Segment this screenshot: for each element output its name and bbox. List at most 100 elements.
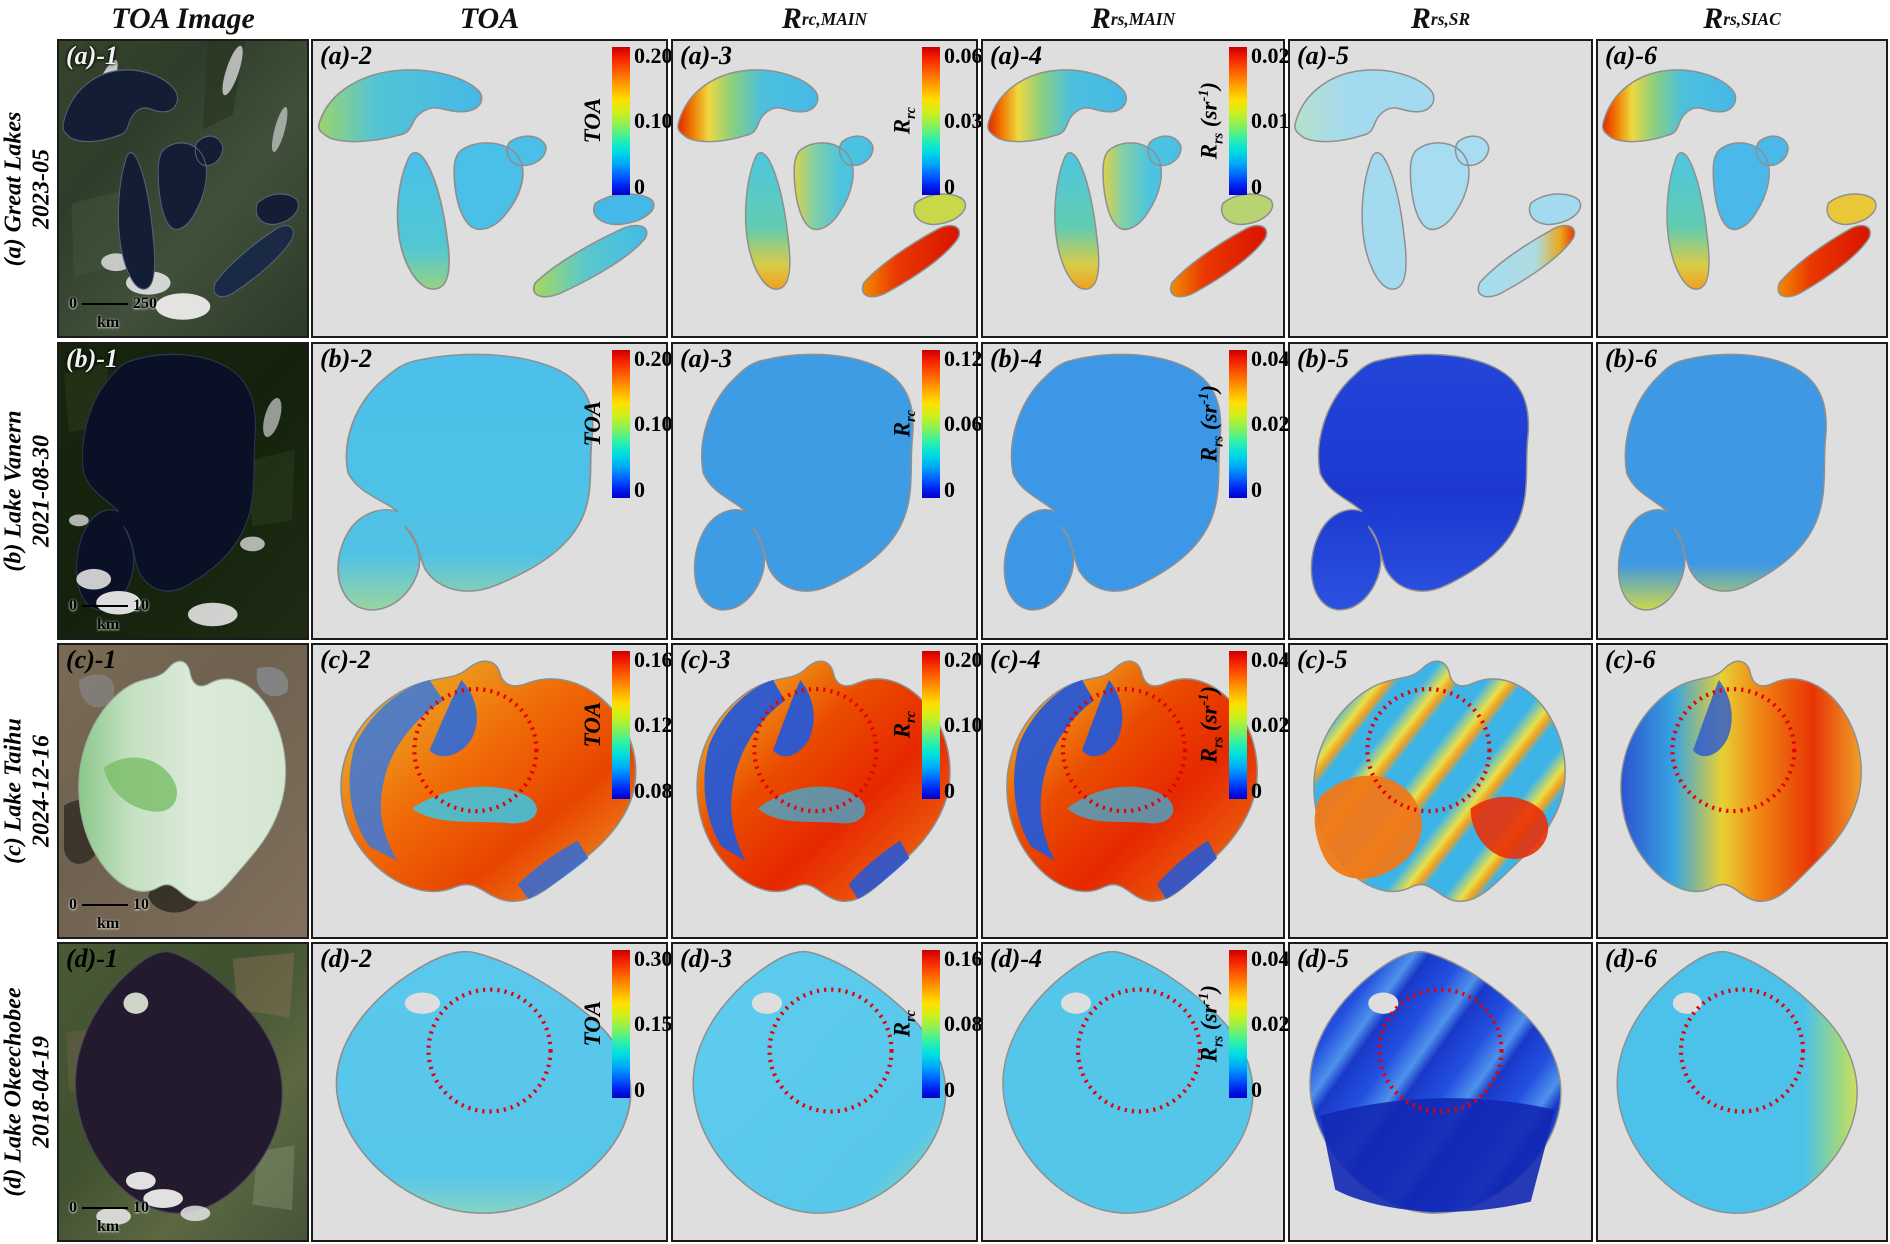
- colorbar-tick-min: 0: [1251, 477, 1262, 502]
- panel-label: (d)-5: [1297, 944, 1349, 973]
- panel-label: (a)-5: [1297, 41, 1349, 70]
- panel-c5-rrs-sr: (c)-5: [1288, 643, 1593, 939]
- panel-label: (c)-5: [1297, 645, 1348, 674]
- panel-b1-toa-image: (b)-1 0 10 km: [57, 342, 309, 640]
- panel-d1-toa-image: (d)-1 0 10 km: [57, 942, 309, 1242]
- colorbar-tick-min: 0: [634, 1077, 645, 1102]
- colorbar-axis-label: Rrs (sr-1): [1196, 385, 1227, 463]
- panel-b4-rrs-main: (b)-4 Rrs (sr-1) 0.04 0.02 0: [981, 342, 1290, 640]
- panel-a3-rrc-main: (a)-3 Rrc 0.06 0.03 0: [671, 39, 983, 338]
- panel-label: (d)-3: [680, 944, 732, 973]
- colorbar-tick-min: 0: [944, 174, 955, 199]
- colorbar: Rrc 0.06 0.03 0: [890, 45, 982, 198]
- panel-label: (b)-2: [320, 344, 372, 373]
- panel-c6-rrs-siac: (c)-6: [1596, 643, 1888, 939]
- colorbar: Rrs (sr-1) 0.04 0.02 0: [1196, 348, 1289, 501]
- panel-a1-toa-image: (a)-1 0 250 km: [57, 39, 309, 338]
- panel-label: (b)-5: [1297, 344, 1349, 373]
- colorbar-tick-mid: 0.08: [944, 1011, 983, 1036]
- colorbar: Rrc 0.12 0.06 0: [890, 348, 982, 501]
- panel-label: (c)-1: [66, 645, 117, 674]
- panel-label: (d)-4: [990, 944, 1042, 973]
- row-label-lake-taihu: (c) Lake Taihu 2024-12-16: [0, 718, 55, 864]
- panel-b5-rrs-sr: (b)-5: [1288, 342, 1593, 640]
- panel-label: (b)-1: [66, 344, 118, 373]
- satellite-image-great-lakes: [59, 41, 307, 336]
- colorbar-tick-mid: 0.03: [944, 108, 983, 133]
- colorbar-axis-label: Rrc: [890, 410, 920, 438]
- colorbar-tick-min: 0: [1251, 174, 1262, 199]
- colorbar-axis-label: Rrs (sr-1): [1196, 686, 1227, 764]
- panel-label: (c)-2: [320, 645, 371, 674]
- colorbar-axis-label: TOA: [580, 702, 606, 748]
- colorbar: Rrs (sr-1) 0.04 0.02 0: [1196, 649, 1289, 802]
- colorbar-axis-label: TOA: [580, 98, 606, 144]
- colorbar-tick-min: 0: [634, 174, 645, 199]
- lake-map-great-lakes: [1601, 68, 1878, 299]
- panel-c2-toa: (c)-2 TOA 0.16 0.12 0.08: [311, 643, 673, 939]
- colorbar-tick-mid: 0.02: [1251, 411, 1290, 436]
- colorbar-axis-label: Rrc: [890, 711, 920, 739]
- colorbar-tick-max: 0.20: [634, 43, 673, 68]
- lake-map-taihu: [1619, 659, 1863, 903]
- colorbar-gradient: [612, 950, 630, 1098]
- panel-label: (b)-6: [1605, 344, 1657, 373]
- panel-c3-rrc-main: (c)-3 Rrc 0.20 0.10 0: [671, 643, 983, 939]
- colorbar-tick-max: 0.04: [1251, 647, 1290, 672]
- colorbar-tick-mid: 0.12: [634, 712, 673, 737]
- colorbar-gradient: [1229, 47, 1247, 195]
- colorbar-gradient: [922, 350, 940, 498]
- colorbar-tick-mid: 0.10: [634, 411, 673, 436]
- colorbar: Rrc 0.16 0.08 0: [890, 948, 982, 1101]
- colorbar-gradient: [1229, 950, 1247, 1098]
- colorbar: TOA 0.16 0.12 0.08: [580, 649, 672, 802]
- colorbar-gradient: [1229, 651, 1247, 799]
- colorbar-tick-max: 0.12: [944, 346, 983, 371]
- colorbar-axis-label: TOA: [580, 1001, 606, 1047]
- row-label-lake-okeechobee: (d) Lake Okeechobee 2018-04-19: [0, 987, 55, 1197]
- colorbar-tick-max: 0.30: [634, 946, 673, 971]
- panel-c1-toa-image: (c)-1 0 10 km: [57, 643, 309, 939]
- colorbar-gradient: [612, 350, 630, 498]
- colorbar-tick-min: 0: [944, 778, 955, 803]
- satellite-image-lake-okeechobee: [59, 944, 307, 1240]
- colorbar-tick-max: 0.02: [1251, 43, 1290, 68]
- colorbar-axis-label: TOA: [580, 401, 606, 447]
- panel-a4-rrs-main: (a)-4 Rrs (sr-1) 0.02 0.01 0: [981, 39, 1290, 338]
- scale-bar: 0 10 km: [69, 1199, 149, 1235]
- colorbar-tick-mid: 0.10: [634, 108, 673, 133]
- panel-b3-rrc-main: (a)-3 Rrc 0.12 0.06 0: [671, 342, 983, 640]
- colorbar-gradient: [612, 47, 630, 195]
- panel-label: (c)-4: [990, 645, 1041, 674]
- panel-d6-rrs-siac: (d)-6: [1596, 942, 1888, 1242]
- scale-bar: 0 10 km: [69, 896, 149, 932]
- panel-d3-rrc-main: (d)-3 Rrc 0.16 0.08 0: [671, 942, 983, 1242]
- panel-label: (c)-3: [680, 645, 731, 674]
- panel-d5-rrs-sr: (d)-5: [1288, 942, 1593, 1242]
- colorbar-tick-max: 0.06: [944, 43, 983, 68]
- panel-label: (a)-4: [990, 41, 1042, 70]
- colorbar-gradient: [612, 651, 630, 799]
- panel-b6-rrs-siac: (b)-6: [1596, 342, 1888, 640]
- lake-map-great-lakes: [1293, 68, 1583, 299]
- colorbar-axis-label: Rrc: [890, 1010, 920, 1038]
- panel-label: (c)-6: [1605, 645, 1656, 674]
- panel-d4-rrs-main: (d)-4 Rrs (sr-1) 0.04 0.02 0: [981, 942, 1290, 1242]
- panel-label: (b)-4: [990, 344, 1042, 373]
- row-label-great-lakes: (a) Great Lakes 2023-05: [0, 111, 55, 266]
- panel-label: (a)-2: [320, 41, 372, 70]
- colorbar: TOA 0.30 0.15 0: [580, 948, 672, 1101]
- panel-label: (d)-1: [66, 944, 118, 973]
- panel-label: (a)-6: [1605, 41, 1657, 70]
- colorbar-tick-max: 0.16: [944, 946, 983, 971]
- panel-label: (a)-3: [680, 41, 732, 70]
- panel-label: (a)-3: [680, 344, 732, 373]
- colorbar-axis-label: Rrs (sr-1): [1196, 985, 1227, 1063]
- col-header-toa-image: TOA Image: [111, 2, 255, 35]
- colorbar-tick-max: 0.04: [1251, 946, 1290, 971]
- colorbar-gradient: [922, 651, 940, 799]
- colorbar-gradient: [922, 47, 940, 195]
